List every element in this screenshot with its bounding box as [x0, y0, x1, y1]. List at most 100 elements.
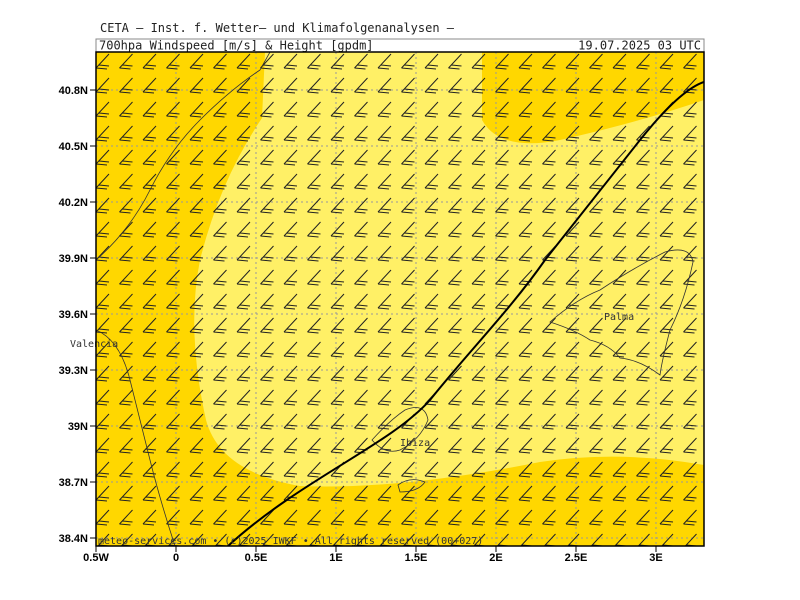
- wind-barb: [119, 197, 133, 214]
- coast-spain-south: [96, 329, 176, 546]
- wind-barb: [542, 197, 556, 214]
- wind-barb: [330, 389, 345, 406]
- wind-barb: [330, 293, 345, 310]
- wind-barb: [96, 437, 110, 454]
- wind-barb: [354, 245, 368, 262]
- wind-barb: [565, 413, 580, 430]
- lon-label: 2E: [489, 552, 502, 564]
- wind-barb: [166, 389, 180, 406]
- wind-barb: [96, 389, 110, 406]
- graticule: [96, 52, 704, 546]
- wind-barb: [424, 245, 439, 262]
- wind-barb: [495, 197, 509, 214]
- wind-barb: [659, 269, 674, 286]
- wind-barb: [166, 485, 180, 502]
- wind-barb: [213, 365, 227, 382]
- wind-barb: [565, 509, 580, 526]
- wind-barb: [236, 173, 251, 190]
- wind-barb: [471, 173, 486, 190]
- lon-label: 3E: [649, 552, 662, 564]
- wind-barb: [119, 125, 133, 142]
- wind-barb: [659, 53, 674, 70]
- wind-barb: [189, 221, 204, 238]
- wind-barb: [401, 53, 415, 70]
- wind-barb: [542, 221, 556, 238]
- wind-barb: [236, 293, 251, 310]
- wind-barb: [565, 53, 580, 70]
- wind-barb: [471, 293, 486, 310]
- wind-barb: [307, 293, 321, 310]
- wind-barb: [518, 245, 533, 262]
- wind-barb: [636, 173, 650, 190]
- wind-barb: [495, 317, 509, 334]
- wind-barb: [707, 390, 720, 405]
- wind-barb: [518, 197, 533, 214]
- wind-barb: [213, 245, 227, 262]
- wind-barb: [354, 269, 368, 286]
- wind-barb: [589, 485, 603, 502]
- wind-barb: [659, 221, 674, 238]
- wind-barb: [330, 173, 345, 190]
- wind-barb: [636, 293, 650, 310]
- wind-barb: [330, 149, 345, 166]
- wind-barb: [236, 413, 251, 430]
- wind-barb: [448, 125, 462, 142]
- wind-barb: [260, 365, 274, 382]
- wind-barb: [612, 509, 627, 526]
- wind-barb: [448, 317, 462, 334]
- mallorca: [549, 249, 694, 376]
- wind-barb: [636, 485, 650, 502]
- wind-barb: [283, 197, 298, 214]
- wind-barb: [565, 245, 580, 262]
- wind-barb: [683, 197, 697, 214]
- wind-barb: [659, 173, 674, 190]
- wind-barb: [96, 149, 110, 166]
- wind-barb: [707, 54, 720, 69]
- wind-barb: [659, 149, 674, 166]
- wind-barb: [401, 77, 415, 94]
- wind-barb: [683, 485, 697, 502]
- wind-barb: [377, 173, 392, 190]
- wind-barb: [236, 461, 251, 478]
- wind-barb: [142, 365, 157, 382]
- wind-barb: [589, 173, 603, 190]
- wind-barb: [636, 437, 650, 454]
- wind-barb: [683, 365, 697, 382]
- wind-barb: [401, 197, 415, 214]
- wind-barb: [189, 485, 204, 502]
- wind-barb: [142, 269, 157, 286]
- wind-barb: [96, 53, 110, 70]
- wind-barb: [424, 437, 439, 454]
- wind-barb: [189, 509, 204, 526]
- wind-barb: [471, 77, 486, 94]
- wind-barb: [283, 461, 298, 478]
- wind-barb: [707, 318, 720, 333]
- wind-barb: [354, 293, 368, 310]
- wind-barb: [659, 77, 674, 94]
- wind-barb: [707, 366, 720, 381]
- wind-barb: [96, 485, 110, 502]
- wind-barb: [612, 365, 627, 382]
- wind-barb: [495, 509, 509, 526]
- wind-barb: [707, 102, 720, 117]
- wind-barb: [166, 53, 180, 70]
- wind-barb: [518, 53, 533, 70]
- wind-barb: [683, 53, 697, 70]
- wind-barb: [96, 509, 110, 526]
- wind-barb: [471, 389, 486, 406]
- wind-barb: [354, 221, 368, 238]
- wind-barb: [142, 461, 157, 478]
- wind-barb: [142, 77, 157, 94]
- wind-barb: [542, 53, 556, 70]
- wind-barb: [424, 341, 439, 358]
- wind-barb: [96, 461, 110, 478]
- wind-barb: [518, 149, 533, 166]
- wind-barb: [612, 197, 627, 214]
- wind-barb: [542, 461, 556, 478]
- wind-barb: [518, 485, 533, 502]
- wind-barb: [589, 341, 603, 358]
- wind-barb: [707, 486, 720, 501]
- wind-barb: [119, 437, 133, 454]
- wind-barb: [166, 341, 180, 358]
- wind-barb: [542, 485, 556, 502]
